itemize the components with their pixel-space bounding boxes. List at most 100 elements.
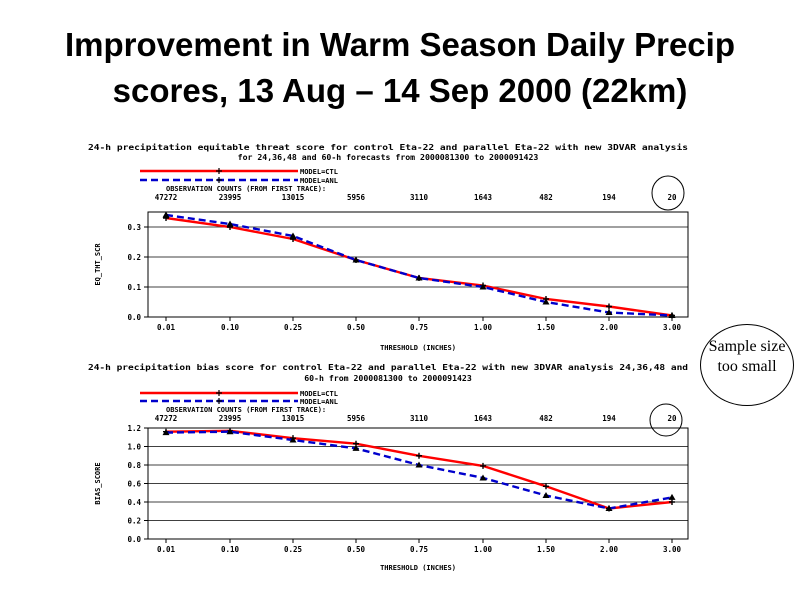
chart1-xtick-label-7: 1.50 bbox=[537, 323, 556, 332]
chart2-xtick-label-8: 2.00 bbox=[600, 545, 619, 554]
chart2-obs-count-7: 482 bbox=[539, 414, 553, 423]
chart1-series-2-point-2 bbox=[226, 220, 234, 227]
chart1-series-2-point-1 bbox=[162, 211, 170, 218]
chart1-highlight-circle bbox=[651, 175, 685, 211]
chart2-series-2-point-4 bbox=[352, 444, 360, 451]
chart1-obs-count-7: 482 bbox=[539, 193, 553, 202]
chart2-series-2-point-5 bbox=[415, 461, 423, 468]
chart2-series-2-point-1 bbox=[162, 429, 170, 436]
chart2-ytick-label-1: 0.0 bbox=[127, 535, 141, 544]
chart2-xtick-label-3: 0.25 bbox=[284, 545, 302, 554]
chart1-obs-count-8: 194 bbox=[602, 193, 616, 202]
chart2-xtick-label-4: 0.50 bbox=[347, 545, 366, 554]
chart1-legend-marker-2 bbox=[216, 177, 222, 183]
chart1-ylabel: EQ_THT_SCR bbox=[94, 243, 102, 286]
chart2-obs-count-2: 23995 bbox=[219, 414, 242, 423]
chart2-series-1-point-6 bbox=[480, 462, 486, 469]
chart1-series-1-point-8 bbox=[606, 303, 612, 310]
chart2-obs-count-4: 5956 bbox=[347, 414, 366, 423]
chart1-obs-count-5: 3110 bbox=[410, 193, 429, 202]
chart1-legend-label-1: MODEL=CTL bbox=[300, 168, 338, 176]
chart1-ytick-label-2: 0.1 bbox=[127, 283, 141, 292]
chart2-legend-label-2: MODEL=ANL bbox=[300, 398, 338, 406]
chart1-obs-count-4: 5956 bbox=[347, 193, 366, 202]
chart2-xtick-label-2: 0.10 bbox=[221, 545, 240, 554]
chart2-xtick-label-7: 1.50 bbox=[537, 545, 556, 554]
chart1-xtick-label-2: 0.10 bbox=[221, 323, 240, 332]
chart2-series-2-line bbox=[165, 430, 673, 510]
chart1-subtitle: for 24,36,48 and 60-h forecasts from 200… bbox=[238, 152, 539, 162]
chart2-xtick-label-9: 3.00 bbox=[663, 545, 682, 554]
chart2-xtick-label-5: 0.75 bbox=[410, 545, 428, 554]
chart1-series-2-point-5 bbox=[415, 274, 423, 281]
chart2-series-2-point-2 bbox=[226, 428, 234, 435]
chart2-obs-count-1: 47272 bbox=[155, 414, 178, 423]
chart2-subtitle: 60-h from 2000081300 to 2000091423 bbox=[304, 373, 472, 383]
chart1-series-2-point-8 bbox=[605, 309, 613, 315]
chart2-obs-count-8: 194 bbox=[602, 414, 616, 423]
chart2-highlight-circle bbox=[649, 403, 683, 437]
chart1-obs-count-6: 1643 bbox=[474, 193, 493, 202]
chart1-obs-count-2: 23995 bbox=[219, 193, 242, 202]
chart2-legend-marker-1 bbox=[216, 390, 222, 396]
chart1-obs-count-9: 20 bbox=[667, 193, 677, 202]
chart1-obs-count-3: 13015 bbox=[282, 193, 305, 202]
chart1-series-2-point-6 bbox=[479, 283, 487, 290]
slide-title: Improvement in Warm Season Daily Precip … bbox=[0, 22, 800, 114]
chart2-xtick-label-1: 0.01 bbox=[157, 545, 176, 554]
chart1-series-2-point-9 bbox=[668, 312, 676, 318]
chart1-ytick-label-3: 0.2 bbox=[127, 253, 141, 262]
chart2-obs-count-9: 20 bbox=[667, 414, 677, 423]
chart1-obs-label: OBSERVATION COUNTS (FROM FIRST TRACE): bbox=[166, 185, 326, 193]
chart2-series-2-point-9 bbox=[668, 493, 676, 500]
chart2-obs-count-3: 13015 bbox=[282, 414, 305, 423]
chart2-series-1-line bbox=[165, 429, 673, 510]
chart2-title: 24-h precipitation bias score for contro… bbox=[88, 362, 688, 372]
chart1-title: 24-h precipitation equitable threat scor… bbox=[88, 142, 688, 152]
chart2-ylabel: BIAS_SCORE bbox=[94, 462, 102, 504]
slide-title-line-2: scores, 13 Aug – 14 Sep 2000 (22km) bbox=[112, 72, 688, 109]
chart2-ytick-label-5: 0.8 bbox=[127, 461, 141, 470]
chart2-series-1-point-5 bbox=[416, 452, 422, 459]
chart2-obs-count-5: 3110 bbox=[410, 414, 429, 423]
chart2-legend-marker-2 bbox=[216, 398, 222, 404]
chart2-ytick-label-7: 1.2 bbox=[127, 424, 141, 433]
chart2-ytick-label-6: 1.0 bbox=[127, 443, 141, 452]
chart2-xtick-label-6: 1.00 bbox=[474, 545, 493, 554]
chart1-ytick-label-4: 0.3 bbox=[127, 223, 141, 232]
chart1-plot-frame bbox=[147, 211, 689, 318]
callout-line-2: too small bbox=[717, 358, 777, 375]
chart1-series-2-point-4 bbox=[352, 256, 360, 263]
chart2-obs-label: OBSERVATION COUNTS (FROM FIRST TRACE): bbox=[166, 406, 326, 414]
chart1-obs-count-1: 47272 bbox=[155, 193, 178, 202]
chart1-ytick-label-1: 0.0 bbox=[127, 313, 141, 322]
slide-title-line-1: Improvement in Warm Season Daily Precip bbox=[65, 26, 735, 63]
chart1-xtick-label-1: 0.01 bbox=[157, 323, 176, 332]
chart1-legend-label-2: MODEL=ANL bbox=[300, 177, 338, 185]
chart1-legend-marker-1 bbox=[216, 168, 222, 174]
chart2-series-2-point-8 bbox=[605, 504, 613, 511]
chart2-series-2-point-3 bbox=[289, 436, 297, 443]
chart2-legend-label-1: MODEL=CTL bbox=[300, 390, 338, 398]
chart2-xlabel: THRESHOLD (INCHES) bbox=[380, 564, 456, 572]
chart2-series-2-point-6 bbox=[479, 474, 487, 481]
chart2-obs-count-6: 1643 bbox=[474, 414, 493, 423]
chart1-series-1-line bbox=[165, 216, 673, 317]
chart2-series-1-point-7 bbox=[543, 483, 549, 490]
chart1-series-2-line bbox=[165, 213, 673, 317]
chart1-series-2-point-7 bbox=[542, 298, 550, 305]
callout-line-1: Sample size bbox=[708, 338, 786, 355]
chart2-ytick-label-3: 0.4 bbox=[127, 498, 141, 507]
chart1-xtick-label-9: 3.00 bbox=[663, 323, 682, 332]
chart1-xtick-label-3: 0.25 bbox=[284, 323, 302, 332]
chart2-series-2-point-7 bbox=[542, 492, 550, 499]
chart2-ytick-label-2: 0.2 bbox=[127, 517, 141, 526]
sample-size-callout: Sample size too small bbox=[700, 324, 794, 406]
chart1-xtick-label-6: 1.00 bbox=[474, 323, 493, 332]
chart2-ytick-label-4: 0.6 bbox=[127, 480, 141, 489]
chart2-series-1-point-9 bbox=[669, 499, 675, 505]
chart1-xtick-label-8: 2.00 bbox=[600, 323, 619, 332]
chart1-xtick-label-4: 0.50 bbox=[347, 323, 366, 332]
chart1-series-2-point-3 bbox=[289, 232, 297, 239]
